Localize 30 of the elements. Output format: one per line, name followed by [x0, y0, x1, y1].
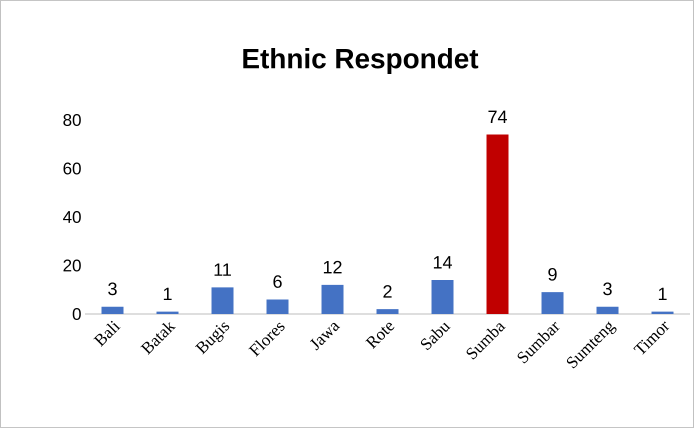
- y-tick-label: 40: [63, 211, 81, 223]
- bar: [102, 306, 124, 314]
- bar: [212, 287, 234, 314]
- bar: [596, 306, 619, 314]
- chart-title: Ethnic Respondet: [243, 48, 478, 74]
- y-tick-label: 20: [64, 260, 81, 272]
- x-tick-label: Rote: [365, 322, 394, 350]
- data-label: 11: [214, 263, 231, 276]
- data-label: 6: [273, 275, 282, 288]
- data-label: 2: [383, 285, 392, 298]
- data-label: 3: [603, 282, 612, 296]
- x-tick-label: Bali: [93, 320, 121, 347]
- bar: [376, 309, 399, 314]
- bar: [542, 292, 564, 314]
- data-label: 1: [658, 288, 667, 300]
- y-tick-label: 60: [64, 162, 81, 174]
- bar: [322, 284, 344, 314]
- y-tick-label: 0: [72, 308, 81, 320]
- data-label: 12: [324, 260, 342, 274]
- bar: [432, 280, 454, 314]
- data-label: 1: [164, 288, 172, 300]
- data-label: 14: [434, 256, 452, 269]
- data-label: 74: [488, 110, 507, 124]
- x-tick-label: Jawa: [310, 322, 340, 350]
- bar: [486, 134, 509, 314]
- bar: [266, 299, 289, 314]
- data-label: 3: [108, 282, 117, 296]
- data-label: 9: [548, 268, 557, 281]
- y-tick-label: 80: [63, 114, 81, 126]
- x-tick-label: Sabu: [420, 322, 451, 350]
